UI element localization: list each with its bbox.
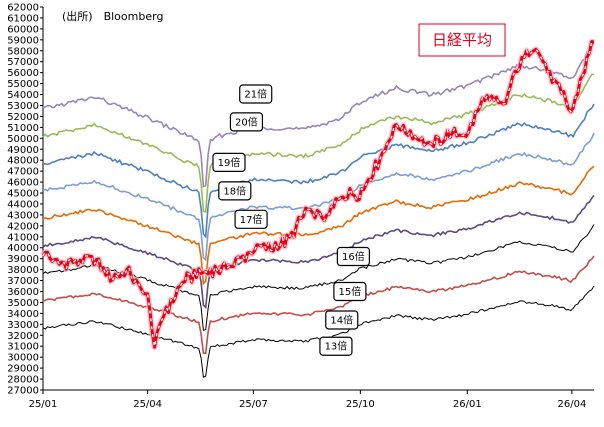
y-tick-label: 50000 bbox=[7, 134, 39, 145]
y-tick-label: 54000 bbox=[7, 90, 39, 101]
pe-17x-line bbox=[42, 165, 595, 286]
y-tick-label: 59000 bbox=[7, 35, 39, 46]
y-tick-label: 42000 bbox=[7, 221, 39, 232]
pe-13x-label: 13倍 bbox=[319, 336, 353, 356]
y-tick-label: 52000 bbox=[7, 112, 39, 123]
pe-label-text: 16倍 bbox=[342, 250, 365, 263]
pe-label-text: 18倍 bbox=[223, 184, 246, 197]
pe-label-text: 20倍 bbox=[235, 115, 258, 128]
pe-13x-line bbox=[42, 285, 595, 378]
x-tick-label: 25/04 bbox=[133, 399, 162, 410]
y-tick-label: 55000 bbox=[7, 79, 39, 90]
title-box bbox=[418, 23, 506, 57]
y-tick-label: 32000 bbox=[7, 331, 39, 342]
y-tick-label: 33000 bbox=[7, 320, 39, 331]
y-tick-label: 46000 bbox=[7, 178, 39, 189]
pe-label-text: 15倍 bbox=[339, 285, 362, 298]
y-tick-label: 34000 bbox=[7, 309, 39, 320]
y-tick-label: 57000 bbox=[7, 57, 39, 68]
y-tick-label: 51000 bbox=[7, 123, 39, 134]
y-tick-label: 35000 bbox=[7, 298, 39, 309]
pe-16x-label: 16倍 bbox=[336, 246, 370, 267]
pe-17x-label: 17倍 bbox=[234, 209, 268, 229]
y-tick-label: 45000 bbox=[7, 189, 39, 200]
plot-frame bbox=[42, 7, 594, 391]
x-tick-label: 25/01 bbox=[29, 399, 58, 410]
y-tick-label: 38000 bbox=[7, 265, 39, 276]
y-tick-label: 60000 bbox=[7, 24, 39, 35]
nikkei-dash bbox=[42, 40, 595, 348]
pe-19x-label: 19倍 bbox=[212, 152, 246, 172]
y-tick-label: 40000 bbox=[7, 243, 39, 254]
y-tick-label: 58000 bbox=[7, 46, 39, 57]
y-tick-label: 30000 bbox=[7, 353, 39, 364]
pe-label-text: 21倍 bbox=[244, 87, 267, 100]
pe-21x-line bbox=[42, 42, 595, 188]
y-tick-label: 31000 bbox=[7, 342, 39, 353]
chart-title: 日経平均 bbox=[432, 31, 492, 49]
y-tick-label: 47000 bbox=[7, 167, 39, 178]
pe-19x-line bbox=[42, 103, 595, 239]
pe-20x-label: 20倍 bbox=[229, 112, 264, 132]
pe-labels: 21倍 20倍 19倍 18倍 17倍 16倍 15倍 14倍 13倍 bbox=[212, 84, 370, 356]
pe-18x-line bbox=[42, 132, 595, 262]
pe-18x-label: 18倍 bbox=[218, 181, 252, 201]
x-tick-label: 26/04 bbox=[557, 399, 586, 410]
y-tick-label: 61000 bbox=[7, 13, 39, 24]
y-tick-label: 56000 bbox=[7, 68, 39, 79]
x-tick-label: 25/10 bbox=[346, 399, 375, 410]
pe-label-text: 19倍 bbox=[218, 156, 241, 169]
y-tick-label: 43000 bbox=[7, 210, 39, 221]
y-tick-label: 37000 bbox=[7, 276, 39, 287]
pe-15x-line bbox=[42, 224, 595, 331]
nikkei-series bbox=[40, 38, 595, 351]
y-tick-label: 49000 bbox=[7, 145, 39, 156]
pe-15x-label: 15倍 bbox=[333, 281, 367, 302]
y-tick-label: 53000 bbox=[7, 101, 39, 112]
source-label: (出所) Bloomberg bbox=[62, 9, 163, 23]
x-axis: 25/01 25/04 25/07 25/10 26/01 26/04 bbox=[29, 390, 586, 410]
y-tick-label: 28000 bbox=[7, 375, 39, 386]
pe-label-text: 13倍 bbox=[325, 340, 348, 353]
pe-21x-label: 21倍 bbox=[239, 84, 273, 104]
pe-label-text: 17倍 bbox=[240, 213, 263, 226]
y-tick-label: 29000 bbox=[7, 364, 39, 375]
y-tick-label: 27000 bbox=[7, 386, 39, 397]
pe-14x-line bbox=[42, 255, 595, 354]
y-tick-label: 62000 bbox=[7, 3, 39, 14]
y-tick-label: 41000 bbox=[7, 232, 39, 243]
y-tick-label: 44000 bbox=[7, 199, 39, 210]
x-tick-label: 26/01 bbox=[453, 399, 482, 410]
x-tick-label: 25/07 bbox=[239, 399, 268, 410]
y-tick-label: 39000 bbox=[7, 254, 39, 265]
y-axis: 2700028000290003000031000320003300034000… bbox=[7, 3, 43, 397]
y-tick-label: 48000 bbox=[7, 156, 39, 167]
pe-label-text: 14倍 bbox=[330, 313, 353, 326]
pe-16x-line bbox=[42, 194, 595, 310]
pe-14x-label: 14倍 bbox=[325, 310, 359, 330]
y-tick-label: 36000 bbox=[7, 287, 39, 298]
